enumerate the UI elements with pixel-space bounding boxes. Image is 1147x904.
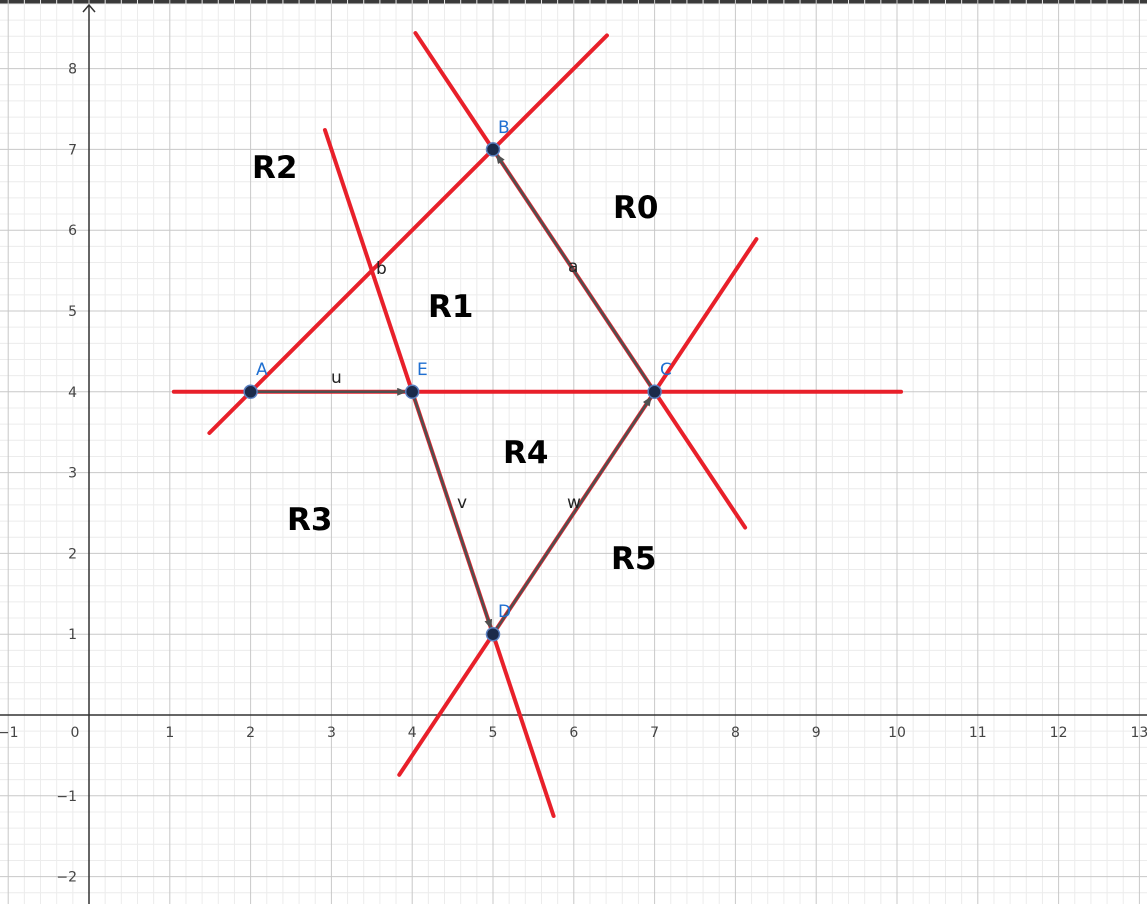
- point-B: [485, 142, 501, 157]
- red-line-AB: [207, 33, 609, 436]
- point-label-E: E: [417, 360, 428, 380]
- region-label-R3: R3: [287, 502, 332, 538]
- y-axis-arrow-icon: [82, 3, 96, 13]
- x-tick-label: 9: [812, 725, 821, 741]
- x-tick-label: 5: [489, 725, 498, 741]
- region-label-R4: R4: [503, 435, 548, 471]
- y-tick-label: 7: [68, 142, 77, 158]
- x-tick-label: 11: [969, 725, 987, 741]
- x-tick-label: 0: [71, 725, 80, 741]
- point-label-D: D: [498, 602, 511, 622]
- region-label-R0: R0: [613, 190, 658, 226]
- y-tick-label: 8: [68, 62, 77, 78]
- point-label-C: C: [660, 360, 672, 380]
- x-tick-label: 7: [650, 725, 659, 741]
- y-tick-label: 2: [68, 546, 77, 562]
- point-label-B: B: [498, 118, 510, 138]
- x-tick-label: 10: [888, 725, 906, 741]
- vector-a: [495, 153, 656, 393]
- x-tick-label: 2: [246, 725, 255, 741]
- x-tick-labels: −1 0 1 2 3 4 5 6 7 8 9 10 11 12 13: [0, 725, 1147, 741]
- vector-label-u: u: [331, 368, 342, 388]
- x-tick-label: 12: [1050, 725, 1068, 741]
- axes: [0, 3, 1147, 904]
- x-tick-label: 6: [569, 725, 578, 741]
- point-C: [647, 384, 662, 400]
- points: [243, 142, 662, 642]
- y-tick-label: −2: [56, 870, 77, 886]
- region-label-R5: R5: [611, 541, 656, 577]
- vector-label-a: a: [568, 257, 578, 277]
- x-tick-label: 8: [731, 725, 740, 741]
- vectors: [250, 153, 656, 635]
- point-E: [404, 384, 420, 400]
- x-tick-label: 13: [1130, 725, 1147, 741]
- point-A: [243, 384, 258, 400]
- region-label-R2: R2: [252, 150, 297, 186]
- vector-w: [491, 395, 653, 635]
- y-tick-labels: 8 7 6 5 4 3 2 1 −1 −2: [56, 62, 77, 886]
- y-tick-label: 5: [68, 304, 77, 320]
- point-D: [485, 626, 501, 642]
- y-tick-label: 1: [68, 627, 77, 643]
- region-label-R1: R1: [428, 289, 473, 325]
- x-tick-label: 1: [165, 725, 174, 741]
- vector-label-v: v: [457, 493, 467, 513]
- x-tick-label: 4: [408, 725, 417, 741]
- y-tick-label: 3: [68, 466, 77, 482]
- y-tick-label: 4: [68, 385, 77, 401]
- segment-label-b: b: [376, 259, 387, 279]
- vector-label-w: w: [567, 493, 581, 513]
- point-label-A: A: [256, 360, 268, 380]
- y-tick-label: −1: [56, 789, 77, 805]
- x-tick-label: 3: [327, 725, 336, 741]
- vector-v: [411, 391, 493, 630]
- y-tick-label: 6: [68, 223, 77, 239]
- x-tick-label: −1: [0, 725, 19, 741]
